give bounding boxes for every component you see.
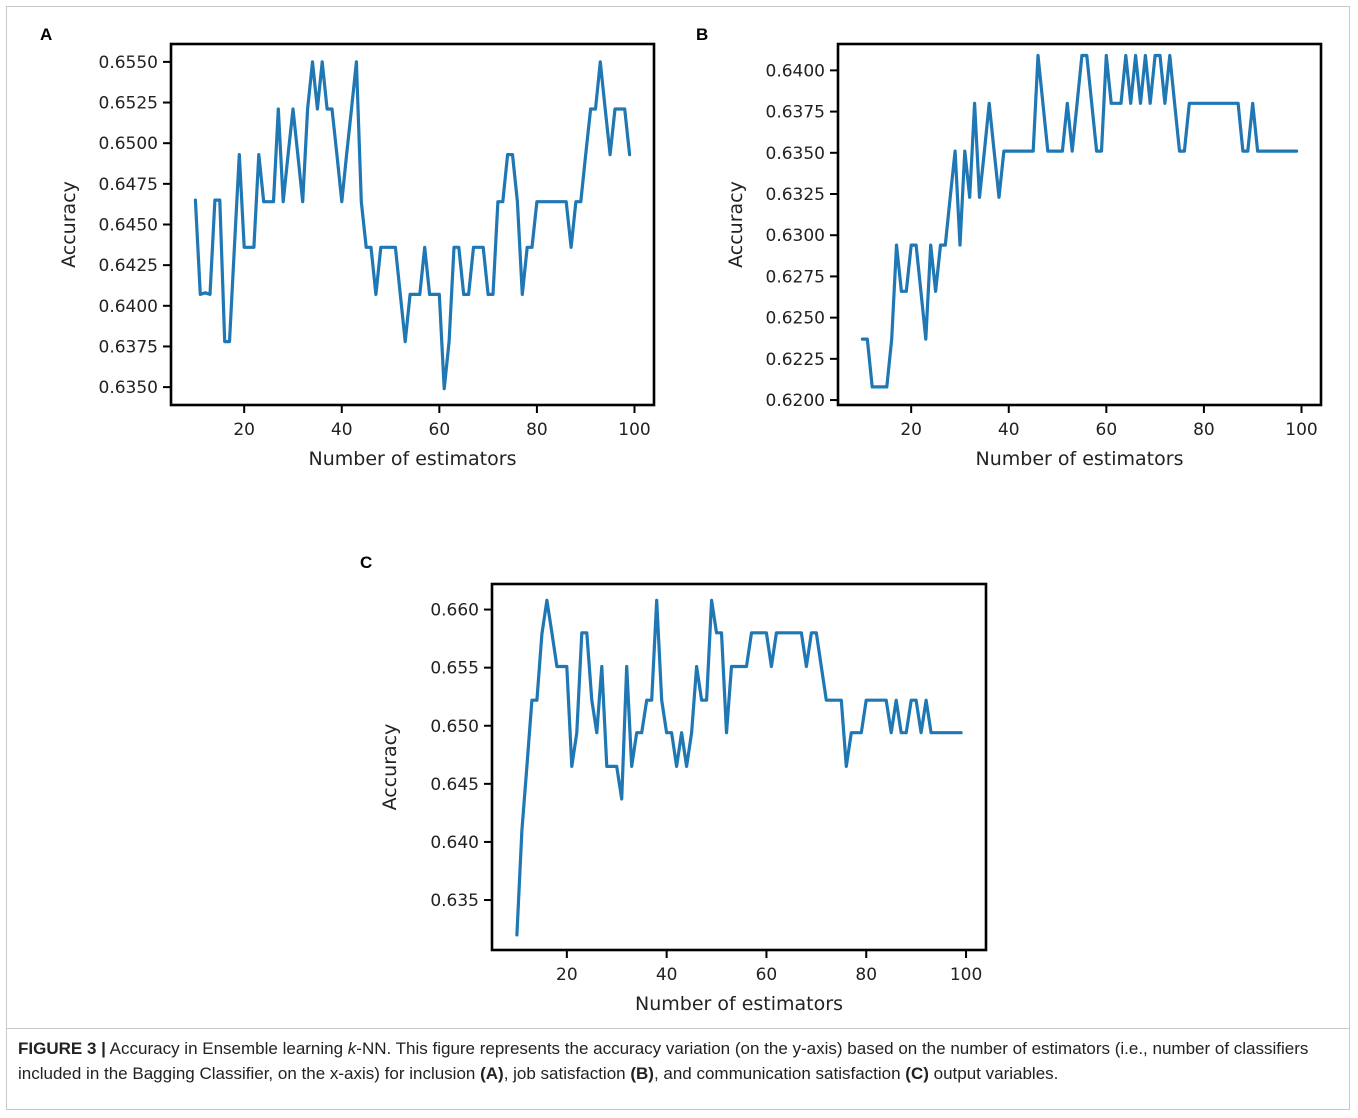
panel-label-c: C <box>360 553 373 572</box>
caption-figure-label: FIGURE 3 | <box>18 1039 106 1058</box>
caption-text-3: , job satisfaction <box>503 1064 631 1083</box>
panel-label-b: B <box>696 25 709 44</box>
caption-ref-c: (C) <box>905 1064 929 1083</box>
figure-caption: FIGURE 3 | Accuracy in Ensemble learning… <box>18 1036 1340 1086</box>
caption-ref-b: (B) <box>630 1064 654 1083</box>
caption-text-1: Accuracy in Ensemble learning <box>105 1039 348 1058</box>
caption-text-2: -NN. This figure represents the accuracy… <box>18 1039 1309 1083</box>
caption-text-4: , and communication satisfaction <box>653 1064 906 1083</box>
caption-ref-a: (A) <box>480 1064 504 1083</box>
panel-label-a: A <box>40 25 53 44</box>
caption-text-5: output variables. <box>928 1064 1059 1083</box>
caption-divider <box>6 1028 1350 1029</box>
caption-italic-k: k <box>347 1039 357 1058</box>
figure-frame <box>6 6 1350 1110</box>
